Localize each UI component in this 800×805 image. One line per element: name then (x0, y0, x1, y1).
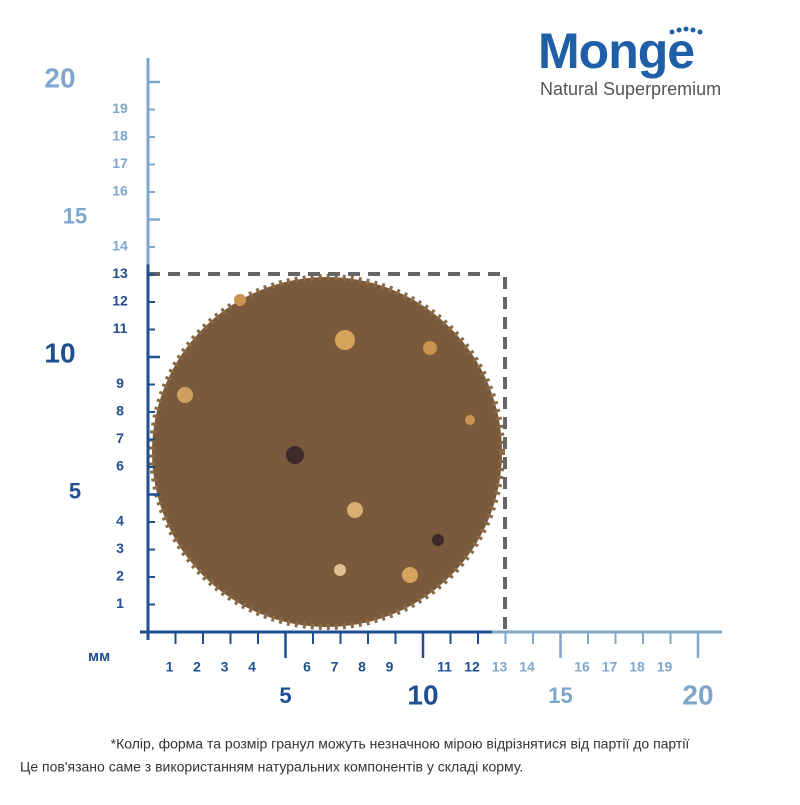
y-tick-label: 7 (116, 430, 124, 446)
x-tick-label: 1 (166, 659, 174, 675)
x-tick-label: 16 (574, 659, 590, 675)
x-tick-label: 19 (657, 659, 673, 675)
y-tick-label: 12 (112, 293, 128, 309)
y-tick-label: 16 (112, 183, 128, 199)
x-tick-label: 4 (248, 659, 256, 675)
y-tick-label: 9 (116, 375, 124, 391)
y-major-label: 15 (63, 203, 87, 228)
y-tick-label: 18 (112, 128, 128, 144)
unit-label: мм (88, 648, 110, 665)
x-major-label: 20 (682, 679, 713, 710)
y-tick-label: 3 (116, 540, 124, 556)
x-tick-label: 13 (492, 659, 508, 675)
y-tick-label: 17 (112, 155, 128, 171)
x-major-label: 5 (279, 683, 291, 708)
y-tick-label: 6 (116, 458, 124, 474)
y-tick-label: 13 (112, 265, 128, 281)
brand: Monge (538, 23, 694, 79)
x-tick-label: 2 (193, 659, 201, 675)
x-tick-label: 12 (464, 659, 480, 675)
y-major-label: 20 (44, 62, 75, 93)
y-tick-label: 19 (112, 100, 128, 116)
y-major-label: 10 (44, 337, 75, 368)
stars (669, 26, 703, 35)
x-tick-label: 8 (358, 659, 366, 675)
y-tick-label: 11 (113, 320, 128, 336)
x-major-label: 10 (407, 679, 438, 710)
note-line: Це пов'язано саме з використанням натура… (20, 759, 523, 775)
x-tick-label: 17 (602, 659, 618, 675)
x-tick-label: 9 (386, 659, 394, 675)
y-major-label: 5 (69, 478, 81, 503)
x-tick-label: 3 (221, 659, 229, 675)
x-major-label: 15 (548, 683, 572, 708)
pellet (149, 274, 505, 630)
y-tick-label: 8 (116, 403, 124, 419)
x-tick-label: 11 (437, 659, 452, 675)
tagline: Natural Superpremium (540, 79, 721, 99)
y-tick-label: 14 (112, 238, 128, 254)
y-tick-label: 4 (116, 513, 124, 529)
x-tick-label: 14 (519, 659, 535, 675)
y-tick-label: 2 (116, 568, 124, 584)
x-tick-label: 7 (331, 659, 339, 675)
note-line: *Колір, форма та розмір гранул можуть не… (111, 736, 690, 752)
x-tick-label: 18 (629, 659, 645, 675)
y-tick-label: 1 (116, 595, 124, 611)
x-tick-label: 6 (303, 659, 311, 675)
